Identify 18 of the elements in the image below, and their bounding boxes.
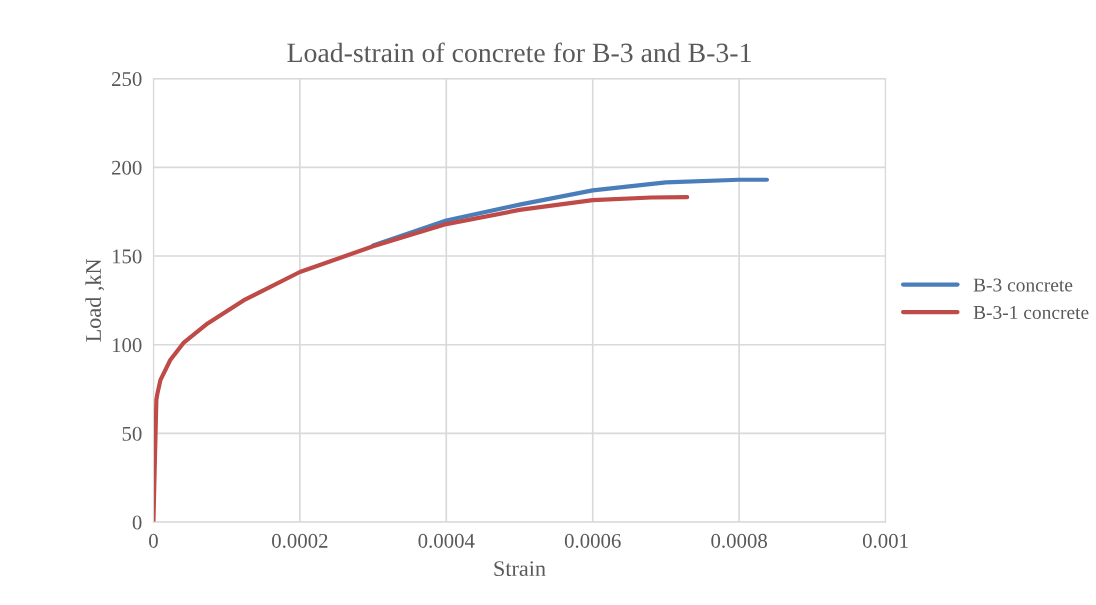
x-axis-title: Strain: [494, 561, 546, 577]
x-tick-label: 0.0002: [272, 533, 328, 548]
x-tick-label: 0.0006: [564, 533, 621, 548]
y-tick-label: 250: [111, 72, 142, 87]
y-tick-label: 200: [111, 160, 142, 175]
x-tick-label: 0.001: [862, 533, 908, 548]
x-tick-label: 0.0008: [711, 533, 767, 548]
y-tick-label: 50: [122, 426, 142, 441]
x-tick-label: 0: [149, 533, 158, 548]
y-tick-label: 0: [132, 515, 142, 530]
y-tick-label: 150: [112, 249, 142, 264]
x-tick-label: 0.0004: [418, 533, 475, 548]
legend-label: B-3-1 concrete: [973, 305, 1089, 320]
legend-label: B-3 concrete: [973, 278, 1073, 292]
line-series: [153, 195, 690, 523]
y-tick-label: 100: [112, 338, 142, 353]
y-axis-title: Load ,kN: [85, 258, 105, 342]
chart-title: Load-strain of concrete for B-3 and B-3-1: [287, 42, 751, 63]
